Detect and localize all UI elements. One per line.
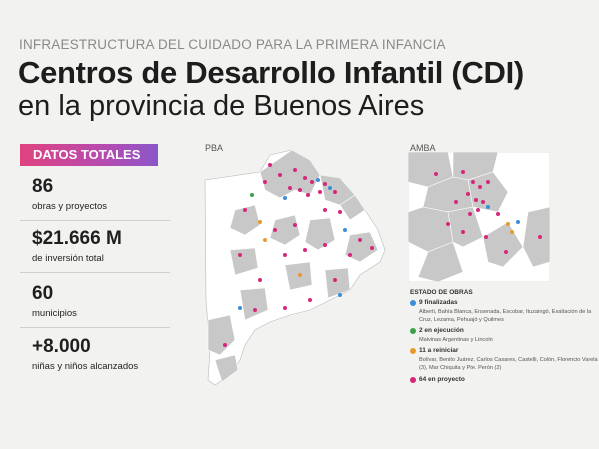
pba-map [204, 150, 386, 386]
orange-dot-icon [410, 348, 416, 354]
legend-head: 64 en proyecto [419, 376, 465, 383]
legend-desc: Malvinas Argentinas y Lincoln [419, 337, 493, 343]
stat-label: de inversión total [32, 253, 104, 264]
legend-desc: Alberti, Bahía Blanca, Ensenada, Escobar… [419, 309, 592, 323]
blue-dot-icon [410, 300, 416, 306]
green-dot-icon [410, 328, 416, 334]
amba-dots [434, 170, 542, 254]
amba-map-label: AMBA [410, 143, 436, 153]
stat-label: niñas y niños alcanzados [32, 361, 139, 372]
stat-value: 86 [32, 176, 54, 197]
stats-heading: DATOS TOTALES [20, 144, 158, 166]
legend-desc: Bolívar, Benito Juárez, Carlos Casares, … [419, 357, 598, 371]
stat-ninos: +8.000 niñas y niños alcanzados [20, 336, 170, 378]
pba-map-label: PBA [205, 143, 224, 153]
legend-head: 2 en ejecución [419, 327, 464, 334]
legend-title: ESTADO DE OBRAS [410, 289, 473, 296]
stat-value: +8.000 [32, 336, 91, 357]
stat-municipios: 60 municipios [20, 283, 170, 328]
pink-dot-icon [410, 377, 416, 383]
stat-label: obras y proyectos [32, 201, 107, 212]
stat-label: municipios [32, 308, 77, 319]
page-title: Centros de Desarrollo Infantil (CDI) [18, 55, 524, 90]
legend-head: 9 finalizadas [419, 299, 458, 306]
kicker: INFRAESTRUCTURA DEL CUIDADO PARA LA PRIM… [19, 37, 446, 52]
stat-value: 60 [32, 283, 54, 304]
amba-map [408, 152, 550, 282]
stat-value: $21.666 M [32, 228, 122, 249]
stat-inversion: $21.666 M de inversión total [20, 228, 170, 273]
stat-obras: 86 obras y proyectos [20, 176, 170, 221]
page-subtitle: en la provincia de Buenos Aires [18, 90, 425, 122]
legend-head: 11 a reiniciar [419, 347, 459, 354]
pba-dots [223, 163, 374, 347]
